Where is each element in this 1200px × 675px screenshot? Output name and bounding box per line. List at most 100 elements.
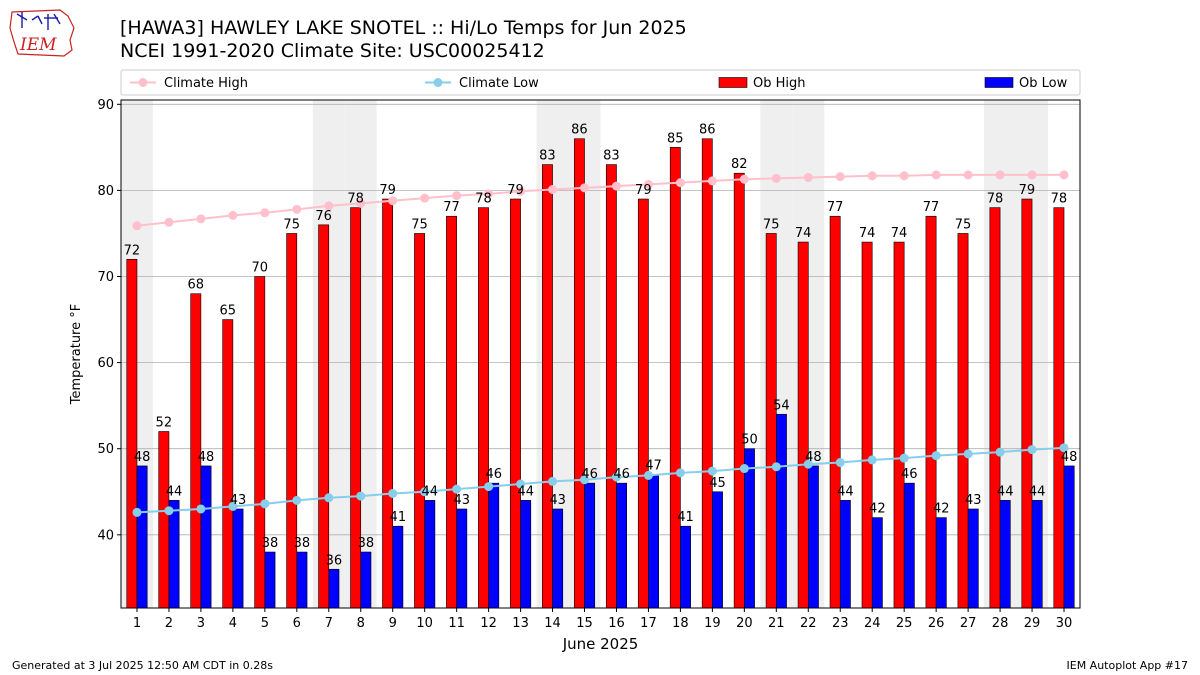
climate-low-point-13 — [516, 479, 526, 489]
ob-low-label-21: 54 — [773, 398, 790, 413]
y-tick-label-50: 50 — [97, 442, 114, 457]
ob-high-bar-13 — [510, 198, 521, 609]
climate-low-point-9 — [388, 488, 398, 498]
ob-high-label-20: 82 — [731, 157, 748, 172]
ob-low-bar-30 — [1063, 465, 1075, 609]
legend-marker-climate-high — [138, 78, 148, 87]
ob-low-label-7: 36 — [326, 553, 343, 568]
ob-high-bar-19 — [701, 138, 713, 609]
climate-high-point-29 — [1027, 170, 1037, 180]
ob-high-label-12: 78 — [475, 192, 492, 207]
climate-low-point-16 — [611, 472, 621, 482]
ob-low-bar-29 — [1031, 500, 1043, 609]
y-tick-label-70: 70 — [97, 270, 114, 285]
climate-high-line — [136, 173, 1065, 227]
ob-high-label-17: 79 — [635, 183, 652, 198]
legend-label-climate-high: Climate High — [164, 76, 248, 91]
x-tick-label-2: 2 — [165, 616, 173, 631]
ob-low-label-30: 48 — [1061, 450, 1078, 465]
x-tick-label-4: 4 — [229, 616, 237, 631]
x-tick-label-24: 24 — [864, 616, 881, 631]
ob-high-bar-25 — [893, 241, 905, 609]
climate-high-point-27 — [963, 170, 973, 180]
x-tick-label-14: 14 — [544, 616, 561, 631]
legend-box — [120, 69, 1081, 96]
climate-high-point-30 — [1059, 170, 1069, 180]
ob-low-bar-1 — [136, 465, 148, 609]
ob-low-bar-10 — [424, 500, 436, 609]
x-tick-label-19: 19 — [704, 616, 721, 631]
chart-subtitle: NCEI 1991-2020 Climate Site: USC00025412 — [120, 40, 545, 62]
ob-high-label-23: 77 — [827, 200, 844, 215]
ob-high-label-11: 77 — [443, 200, 460, 215]
climate-high-point-21 — [771, 173, 781, 183]
ob-low-bar-8 — [360, 551, 372, 609]
ob-high-label-4: 65 — [219, 304, 236, 319]
y-tick-label-40: 40 — [97, 528, 114, 543]
climate-lines — [132, 170, 1069, 517]
ob-low-bar-15 — [584, 482, 596, 609]
climate-low-point-10 — [420, 487, 430, 497]
ob-high-label-24: 74 — [859, 226, 876, 241]
ob-low-label-3: 48 — [198, 450, 215, 465]
generated-timestamp: Generated at 3 Jul 2025 12:50 AM CDT in … — [12, 659, 273, 672]
x-tick-label-12: 12 — [480, 616, 497, 631]
climate-high-point-2 — [164, 217, 174, 227]
ob-low-label-2: 44 — [166, 484, 183, 499]
climate-high-point-22 — [803, 172, 813, 182]
climate-low-point-18 — [675, 468, 685, 478]
ob-high-bar-23 — [829, 215, 841, 609]
climate-high-point-19 — [707, 176, 717, 186]
ob-high-label-30: 78 — [1051, 192, 1068, 207]
climate-low-point-12 — [484, 482, 494, 492]
ob-high-label-6: 75 — [283, 217, 300, 232]
ob-low-label-19: 45 — [709, 476, 726, 491]
x-tick-label-23: 23 — [832, 616, 849, 631]
app-credit: IEM Autoplot App #17 — [1066, 659, 1189, 672]
ob-low-label-23: 44 — [837, 484, 854, 499]
ob-high-bar-7 — [318, 224, 330, 609]
x-tick-label-27: 27 — [960, 616, 977, 631]
climate-high-point-11 — [452, 191, 462, 201]
x-tick-label-18: 18 — [672, 616, 689, 631]
legend: Climate High Climate Low Ob High Ob Low — [120, 69, 1081, 96]
ob-low-label-25: 46 — [901, 467, 918, 482]
ob-high-label-29: 79 — [1019, 183, 1036, 198]
ob-low-label-17: 47 — [645, 459, 662, 474]
x-tick-label-15: 15 — [576, 616, 593, 631]
ob-low-bar-9 — [392, 525, 404, 609]
ob-high-bar-11 — [446, 215, 457, 609]
climate-low-point-2 — [164, 506, 174, 516]
climate-low-point-24 — [867, 455, 877, 465]
x-tick-label-20: 20 — [736, 616, 753, 631]
ob-low-bar-13 — [520, 500, 532, 609]
logo-text: IEM — [19, 35, 57, 55]
x-tick-label-8: 8 — [357, 616, 365, 631]
x-tick-label-1: 1 — [133, 616, 141, 631]
ob-low-label-9: 41 — [390, 510, 407, 525]
ob-high-label-25: 74 — [891, 226, 908, 241]
climate-high-point-26 — [931, 170, 941, 180]
y-tick-label-60: 60 — [97, 356, 114, 371]
ob-high-label-7: 76 — [315, 209, 332, 224]
climate-low-point-20 — [739, 464, 749, 474]
ob-high-bar-26 — [925, 215, 937, 609]
ob-high-label-19: 86 — [699, 123, 716, 138]
x-tick-label-25: 25 — [896, 616, 913, 631]
x-tick-label-5: 5 — [261, 616, 269, 631]
climate-low-point-14 — [548, 476, 558, 486]
climate-low-point-19 — [707, 466, 717, 476]
x-tick-label-17: 17 — [640, 616, 657, 631]
climate-high-point-23 — [835, 172, 845, 182]
iem-logo: IEM — [9, 9, 75, 57]
ob-low-bar-23 — [839, 500, 851, 609]
ob-high-bar-15 — [573, 138, 585, 609]
climate-high-point-1 — [132, 221, 142, 231]
ob-high-bar-12 — [478, 207, 489, 609]
ob-high-label-3: 68 — [188, 278, 205, 293]
ob-low-bar-12 — [488, 482, 500, 609]
ob-high-bar-1 — [126, 258, 138, 609]
climate-high-point-8 — [356, 198, 366, 208]
climate-high-point-15 — [580, 183, 590, 193]
